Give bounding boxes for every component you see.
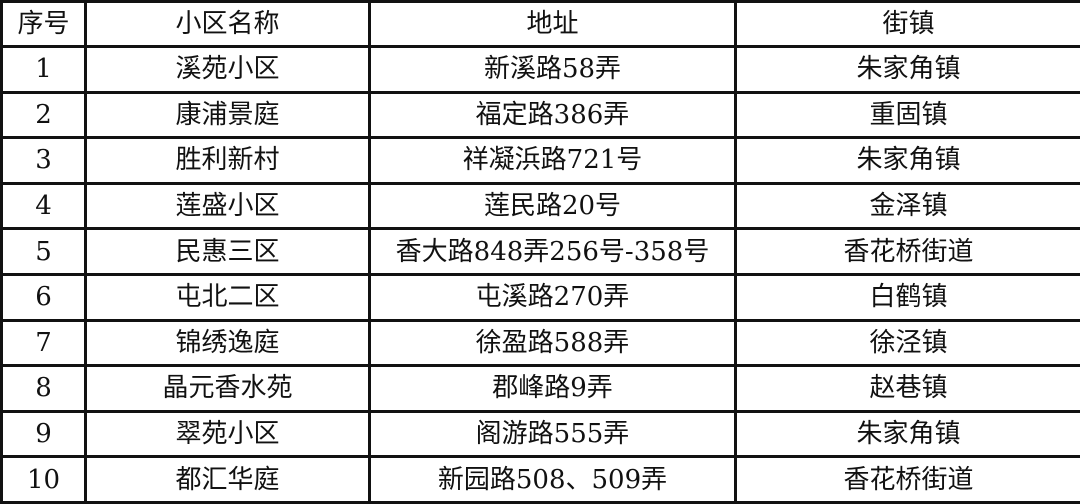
cell-town: 香花桥街道 [734, 455, 1080, 504]
table-row: 9 翠苑小区 阁游路555弄 朱家角镇 [0, 409, 1080, 459]
table-row: 6 屯北二区 屯溪路270弄 白鹤镇 [0, 272, 1080, 322]
cell-index: 10 [0, 455, 87, 504]
header-row: 序号 小区名称 地址 街镇 [0, 0, 1080, 48]
cell-town: 重固镇 [734, 90, 1080, 140]
cell-community-name: 都汇华庭 [84, 455, 371, 504]
cell-town: 白鹤镇 [734, 272, 1080, 322]
table-row: 2 康浦景庭 福定路386弄 重固镇 [0, 90, 1080, 140]
cell-address: 祥凝浜路721号 [368, 136, 737, 185]
cell-address: 屯溪路270弄 [368, 272, 737, 322]
table-row: 10 都汇华庭 新园路508、509弄 香花桥街道 [0, 455, 1080, 504]
cell-index: 5 [0, 227, 87, 276]
cell-address: 福定路386弄 [368, 90, 737, 140]
header-town: 街镇 [734, 0, 1080, 48]
cell-community-name: 锦绣逸庭 [84, 318, 371, 368]
cell-index: 7 [0, 318, 87, 368]
cell-community-name: 翠苑小区 [84, 409, 371, 459]
cell-index: 9 [0, 409, 87, 459]
cell-index: 3 [0, 136, 87, 185]
header-index: 序号 [0, 0, 87, 48]
table-row: 4 莲盛小区 莲民路20号 金泽镇 [0, 181, 1080, 231]
cell-index: 4 [0, 181, 87, 231]
cell-community-name: 屯北二区 [84, 272, 371, 322]
cell-community-name: 康浦景庭 [84, 90, 371, 140]
cell-town: 徐泾镇 [734, 318, 1080, 368]
cell-town: 赵巷镇 [734, 364, 1080, 413]
cell-community-name: 莲盛小区 [84, 181, 371, 231]
cell-community-name: 溪苑小区 [84, 45, 371, 94]
header-address: 地址 [368, 0, 737, 48]
cell-address: 莲民路20号 [368, 181, 737, 231]
cell-town: 香花桥街道 [734, 227, 1080, 276]
table-row: 3 胜利新村 祥凝浜路721号 朱家角镇 [0, 136, 1080, 185]
table-row: 1 溪苑小区 新溪路58弄 朱家角镇 [0, 45, 1080, 94]
cell-index: 8 [0, 364, 87, 413]
cell-address: 阁游路555弄 [368, 409, 737, 459]
cell-index: 6 [0, 272, 87, 322]
cell-address: 新园路508、509弄 [368, 455, 737, 504]
cell-town: 朱家角镇 [734, 45, 1080, 94]
cell-community-name: 晶元香水苑 [84, 364, 371, 413]
cell-address: 郡峰路9弄 [368, 364, 737, 413]
cell-index: 1 [0, 45, 87, 94]
header-community-name: 小区名称 [84, 0, 371, 48]
cell-community-name: 民惠三区 [84, 227, 371, 276]
table-row: 8 晶元香水苑 郡峰路9弄 赵巷镇 [0, 364, 1080, 413]
cell-town: 朱家角镇 [734, 409, 1080, 459]
cell-address: 徐盈路588弄 [368, 318, 737, 368]
cell-address: 香大路848弄256号-358号 [368, 227, 737, 276]
cell-address: 新溪路58弄 [368, 45, 737, 94]
cell-community-name: 胜利新村 [84, 136, 371, 185]
table-row: 7 锦绣逸庭 徐盈路588弄 徐泾镇 [0, 318, 1080, 368]
cell-town: 朱家角镇 [734, 136, 1080, 185]
cell-town: 金泽镇 [734, 181, 1080, 231]
table-row: 5 民惠三区 香大路848弄256号-358号 香花桥街道 [0, 227, 1080, 276]
cell-index: 2 [0, 90, 87, 140]
